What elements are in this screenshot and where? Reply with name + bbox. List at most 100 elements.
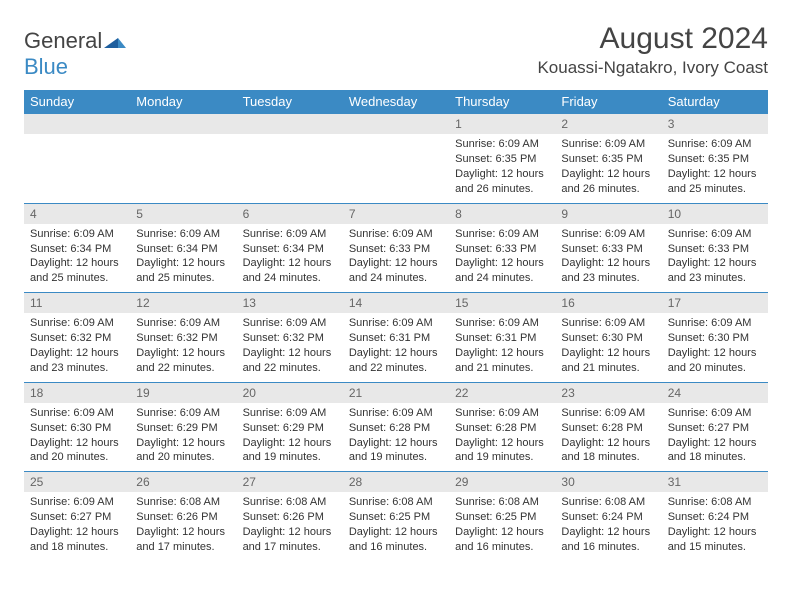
sunset-line: Sunset: 6:30 PM xyxy=(561,331,655,346)
sunrise-line: Sunrise: 6:08 AM xyxy=(561,495,655,510)
sunrise-line: Sunrise: 6:08 AM xyxy=(136,495,230,510)
sunrise-line: Sunrise: 6:09 AM xyxy=(136,316,230,331)
day-number: 1 xyxy=(449,114,555,134)
month-title: August 2024 xyxy=(537,22,768,56)
cell-body: Sunrise: 6:09 AMSunset: 6:28 PMDaylight:… xyxy=(343,403,449,471)
logo-text-blue: Blue xyxy=(24,54,68,79)
day-header: Tuesday xyxy=(237,90,343,114)
sunrise-line: Sunrise: 6:09 AM xyxy=(455,137,549,152)
daylight-line: Daylight: 12 hours and 20 minutes. xyxy=(136,436,230,466)
cell-body: Sunrise: 6:09 AMSunset: 6:33 PMDaylight:… xyxy=(662,224,768,292)
day-header: Wednesday xyxy=(343,90,449,114)
calendar-cell: 1Sunrise: 6:09 AMSunset: 6:35 PMDaylight… xyxy=(449,114,555,204)
calendar-cell: 29Sunrise: 6:08 AMSunset: 6:25 PMDayligh… xyxy=(449,472,555,561)
day-header: Thursday xyxy=(449,90,555,114)
cell-body: Sunrise: 6:09 AMSunset: 6:32 PMDaylight:… xyxy=(24,313,130,381)
sunset-line: Sunset: 6:33 PM xyxy=(349,242,443,257)
day-number: 8 xyxy=(449,204,555,224)
sunrise-line: Sunrise: 6:08 AM xyxy=(668,495,762,510)
daylight-line: Daylight: 12 hours and 24 minutes. xyxy=(243,256,337,286)
day-number: 18 xyxy=(24,383,130,403)
sunrise-line: Sunrise: 6:09 AM xyxy=(349,316,443,331)
calendar-cell: 26Sunrise: 6:08 AMSunset: 6:26 PMDayligh… xyxy=(130,472,236,561)
daylight-line: Daylight: 12 hours and 15 minutes. xyxy=(668,525,762,555)
day-number: 28 xyxy=(343,472,449,492)
day-number: 10 xyxy=(662,204,768,224)
day-number xyxy=(237,114,343,134)
daylight-line: Daylight: 12 hours and 22 minutes. xyxy=(136,346,230,376)
day-number: 9 xyxy=(555,204,661,224)
daylight-line: Daylight: 12 hours and 21 minutes. xyxy=(455,346,549,376)
daylight-line: Daylight: 12 hours and 25 minutes. xyxy=(30,256,124,286)
cell-body xyxy=(24,134,130,196)
daylight-line: Daylight: 12 hours and 22 minutes. xyxy=(243,346,337,376)
calendar-cell: 13Sunrise: 6:09 AMSunset: 6:32 PMDayligh… xyxy=(237,293,343,383)
sunrise-line: Sunrise: 6:09 AM xyxy=(561,227,655,242)
sunrise-line: Sunrise: 6:09 AM xyxy=(349,406,443,421)
calendar-cell: 19Sunrise: 6:09 AMSunset: 6:29 PMDayligh… xyxy=(130,382,236,472)
sunset-line: Sunset: 6:32 PM xyxy=(136,331,230,346)
calendar-week: 4Sunrise: 6:09 AMSunset: 6:34 PMDaylight… xyxy=(24,203,768,293)
sunset-line: Sunset: 6:30 PM xyxy=(30,421,124,436)
calendar-cell: 16 Sunrise: 6:09 AMSunset: 6:30 PMDayligh… xyxy=(555,293,661,383)
calendar-cell: 10Sunrise: 6:09 AMSunset: 6:33 PMDayligh… xyxy=(662,203,768,293)
daylight-line: Daylight: 12 hours and 20 minutes. xyxy=(30,436,124,466)
daylight-line: Daylight: 12 hours and 21 minutes. xyxy=(561,346,655,376)
daylight-line: Daylight: 12 hours and 16 minutes. xyxy=(349,525,443,555)
sunrise-line: Sunrise: 6:09 AM xyxy=(455,227,549,242)
location-label: Kouassi-Ngatakro, Ivory Coast xyxy=(537,58,768,78)
sunrise-line: Sunrise: 6:09 AM xyxy=(30,495,124,510)
calendar-cell: 17Sunrise: 6:09 AMSunset: 6:30 PMDayligh… xyxy=(662,293,768,383)
calendar-cell: 12Sunrise: 6:09 AMSunset: 6:32 PMDayligh… xyxy=(130,293,236,383)
day-number: 26 xyxy=(130,472,236,492)
day-number: 4 xyxy=(24,204,130,224)
sunset-line: Sunset: 6:35 PM xyxy=(455,152,549,167)
day-number xyxy=(24,114,130,134)
cell-body: Sunrise: 6:09 AMSunset: 6:32 PMDaylight:… xyxy=(237,313,343,381)
sunrise-line: Sunrise: 6:09 AM xyxy=(668,227,762,242)
calendar-cell: 28Sunrise: 6:08 AMSunset: 6:25 PMDayligh… xyxy=(343,472,449,561)
sunrise-line: Sunrise: 6:09 AM xyxy=(561,137,655,152)
day-header: Sunday xyxy=(24,90,130,114)
sunrise-line: Sunrise: 6:09 AM xyxy=(668,137,762,152)
daylight-line: Daylight: 12 hours and 24 minutes. xyxy=(455,256,549,286)
sunrise-line: Sunrise: 6:08 AM xyxy=(349,495,443,510)
calendar-cell: 24Sunrise: 6:09 AMSunset: 6:27 PMDayligh… xyxy=(662,382,768,472)
cell-body: Sunrise: 6:09 AMSunset: 6:28 PMDaylight:… xyxy=(449,403,555,471)
day-number: 24 xyxy=(662,383,768,403)
day-number: 31 xyxy=(662,472,768,492)
sunrise-line: Sunrise: 6:09 AM xyxy=(136,227,230,242)
sunset-line: Sunset: 6:27 PM xyxy=(30,510,124,525)
daylight-line: Daylight: 12 hours and 20 minutes. xyxy=(668,346,762,376)
calendar-cell: 11Sunrise: 6:09 AMSunset: 6:32 PMDayligh… xyxy=(24,293,130,383)
sunrise-line: Sunrise: 6:09 AM xyxy=(668,406,762,421)
daylight-line: Daylight: 12 hours and 23 minutes. xyxy=(30,346,124,376)
cell-body: Sunrise: 6:09 AMSunset: 6:34 PMDaylight:… xyxy=(24,224,130,292)
calendar-cell: 21Sunrise: 6:09 AMSunset: 6:28 PMDayligh… xyxy=(343,382,449,472)
day-number: 30 xyxy=(555,472,661,492)
calendar-cell: 20Sunrise: 6:09 AMSunset: 6:29 PMDayligh… xyxy=(237,382,343,472)
sunrise-line: Sunrise: 6:09 AM xyxy=(30,316,124,331)
calendar-cell: 2Sunrise: 6:09 AMSunset: 6:35 PMDaylight… xyxy=(555,114,661,204)
cell-body: Sunrise: 6:09 AMSunset: 6:33 PMDaylight:… xyxy=(555,224,661,292)
calendar-cell: 31 Sunrise: 6:08 AMSunset: 6:24 PMDayligh… xyxy=(662,472,768,561)
cell-body: Sunrise: 6:09 AMSunset: 6:32 PMDaylight:… xyxy=(130,313,236,381)
calendar-table: SundayMondayTuesdayWednesdayThursdayFrid… xyxy=(24,90,768,561)
sunset-line: Sunset: 6:26 PM xyxy=(136,510,230,525)
cell-body: Sunrise: 6:09 AMSunset: 6:31 PMDaylight:… xyxy=(449,313,555,381)
cell-body: Sunrise: 6:09 AMSunset: 6:35 PMDaylight:… xyxy=(449,134,555,202)
sunrise-line: Sunrise: 6:09 AM xyxy=(561,316,655,331)
day-number: 16 xyxy=(555,293,661,313)
cell-body xyxy=(343,134,449,196)
sunset-line: Sunset: 6:24 PM xyxy=(668,510,762,525)
calendar-cell: 14Sunrise: 6:09 AMSunset: 6:31 PMDayligh… xyxy=(343,293,449,383)
day-number: 15 xyxy=(449,293,555,313)
sunrise-line: Sunrise: 6:09 AM xyxy=(455,316,549,331)
calendar-cell xyxy=(130,114,236,204)
calendar-week: 25 Sunrise: 6:09 AMSunset: 6:27 PM Dayligh… xyxy=(24,472,768,561)
day-number: 25 xyxy=(24,472,130,492)
calendar-cell xyxy=(24,114,130,204)
sunset-line: Sunset: 6:32 PM xyxy=(243,331,337,346)
day-header-row: SundayMondayTuesdayWednesdayThursdayFrid… xyxy=(24,90,768,114)
sunrise-line: Sunrise: 6:09 AM xyxy=(455,406,549,421)
